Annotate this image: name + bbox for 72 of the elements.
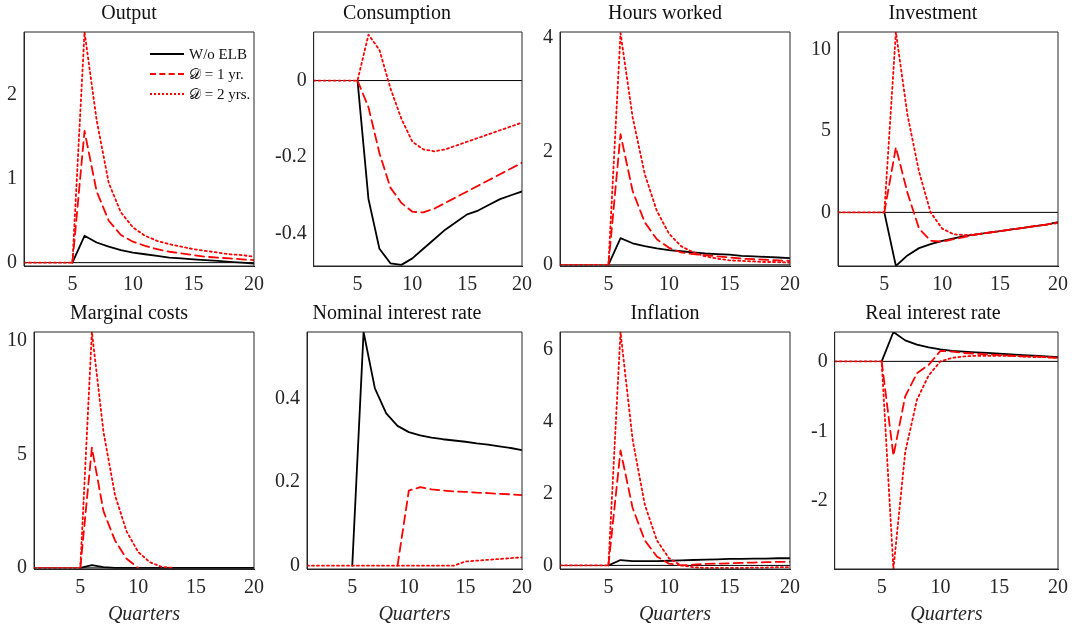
x-tick-label: 15 [183, 272, 204, 295]
x-tick-label: 15 [186, 575, 207, 598]
y-tick-label: 2 [543, 138, 553, 161]
y-tick-label: 4 [543, 24, 553, 47]
x-tick-label: 10 [398, 575, 419, 598]
x-axis-title: Quarters [910, 602, 983, 625]
x-tick-label: 20 [780, 575, 800, 598]
x-tick-label: 5 [347, 575, 358, 598]
x-tick-label: 20 [780, 272, 800, 295]
x-tick-label: 10 [658, 575, 679, 598]
x-tick-label: 15 [455, 575, 476, 598]
y-tick-label: 10 [811, 37, 831, 60]
y-tick-label: 1 [7, 166, 17, 189]
chart-title: Marginal costs [70, 301, 189, 325]
chart-title: Consumption [343, 1, 451, 25]
y-tick-label: 5 [17, 441, 27, 464]
x-tick-label: 20 [244, 272, 264, 295]
y-tick-label: 0 [543, 552, 553, 575]
x-tick-label: 15 [719, 575, 740, 598]
x-tick-label: 20 [1048, 272, 1068, 295]
x-tick-label: 5 [876, 575, 887, 598]
x-tick-label: 5 [879, 272, 890, 295]
y-tick-label: 10 [7, 328, 27, 351]
x-tick-label: 10 [122, 272, 143, 295]
x-tick-label: 20 [244, 575, 264, 598]
x-tick-label: 5 [352, 272, 363, 295]
x-tick-label: 5 [67, 272, 78, 295]
y-tick-label: 6 [543, 337, 553, 360]
x-axis-title: Quarters [378, 602, 451, 625]
chart-title: Investment [888, 1, 978, 24]
y-tick-label: 0 [7, 249, 17, 272]
y-tick-label: 0 [821, 199, 831, 222]
x-tick-label: 20 [512, 575, 532, 598]
legend-label: 𝒟 = 2 yrs. [189, 85, 251, 104]
chart-title: Nominal interest rate [312, 301, 482, 324]
x-tick-label: 5 [603, 575, 614, 598]
x-axis-title: Quarters [107, 602, 181, 625]
y-tick-label: -0.2 [274, 144, 307, 167]
x-tick-label: 20 [1048, 575, 1068, 598]
x-tick-label: 15 [457, 272, 478, 295]
chart-title: Inflation [630, 301, 700, 324]
y-tick-label: -0.4 [274, 220, 307, 243]
x-tick-label: 10 [128, 575, 149, 598]
legend-label: 𝒟 = 1 yr. [189, 65, 244, 84]
y-tick-label: 0.4 [275, 386, 300, 409]
y-tick-label: 2 [7, 82, 17, 105]
x-tick-label: 20 [512, 272, 532, 295]
x-axis-title: Quarters [638, 602, 712, 625]
x-tick-label: 15 [990, 272, 1011, 295]
x-tick-label: 10 [658, 272, 679, 295]
x-tick-label: 5 [603, 272, 614, 295]
x-tick-label: 10 [402, 272, 423, 295]
y-tick-label: -1 [810, 418, 828, 441]
y-tick-label: 0 [817, 348, 828, 371]
x-tick-label: 15 [719, 272, 740, 295]
x-tick-label: 10 [932, 272, 953, 295]
chart-title: Hours worked [608, 1, 722, 24]
y-tick-label: 0.2 [275, 469, 300, 492]
x-tick-label: 15 [989, 575, 1010, 598]
y-tick-label: 0 [290, 552, 300, 575]
y-tick-label: 4 [543, 409, 553, 432]
y-tick-label: -2 [810, 488, 828, 511]
x-tick-label: 10 [930, 575, 951, 598]
y-tick-label: 2 [543, 480, 553, 503]
x-tick-label: 5 [75, 575, 86, 598]
y-tick-label: 0 [17, 555, 27, 578]
y-tick-label: 0 [543, 252, 553, 275]
y-tick-label: 0 [296, 67, 307, 90]
chart-title: Real interest rate [865, 301, 1001, 324]
y-tick-label: 5 [821, 118, 831, 141]
chart-title: Output [101, 1, 158, 25]
legend-label: W/o ELB [189, 45, 247, 64]
